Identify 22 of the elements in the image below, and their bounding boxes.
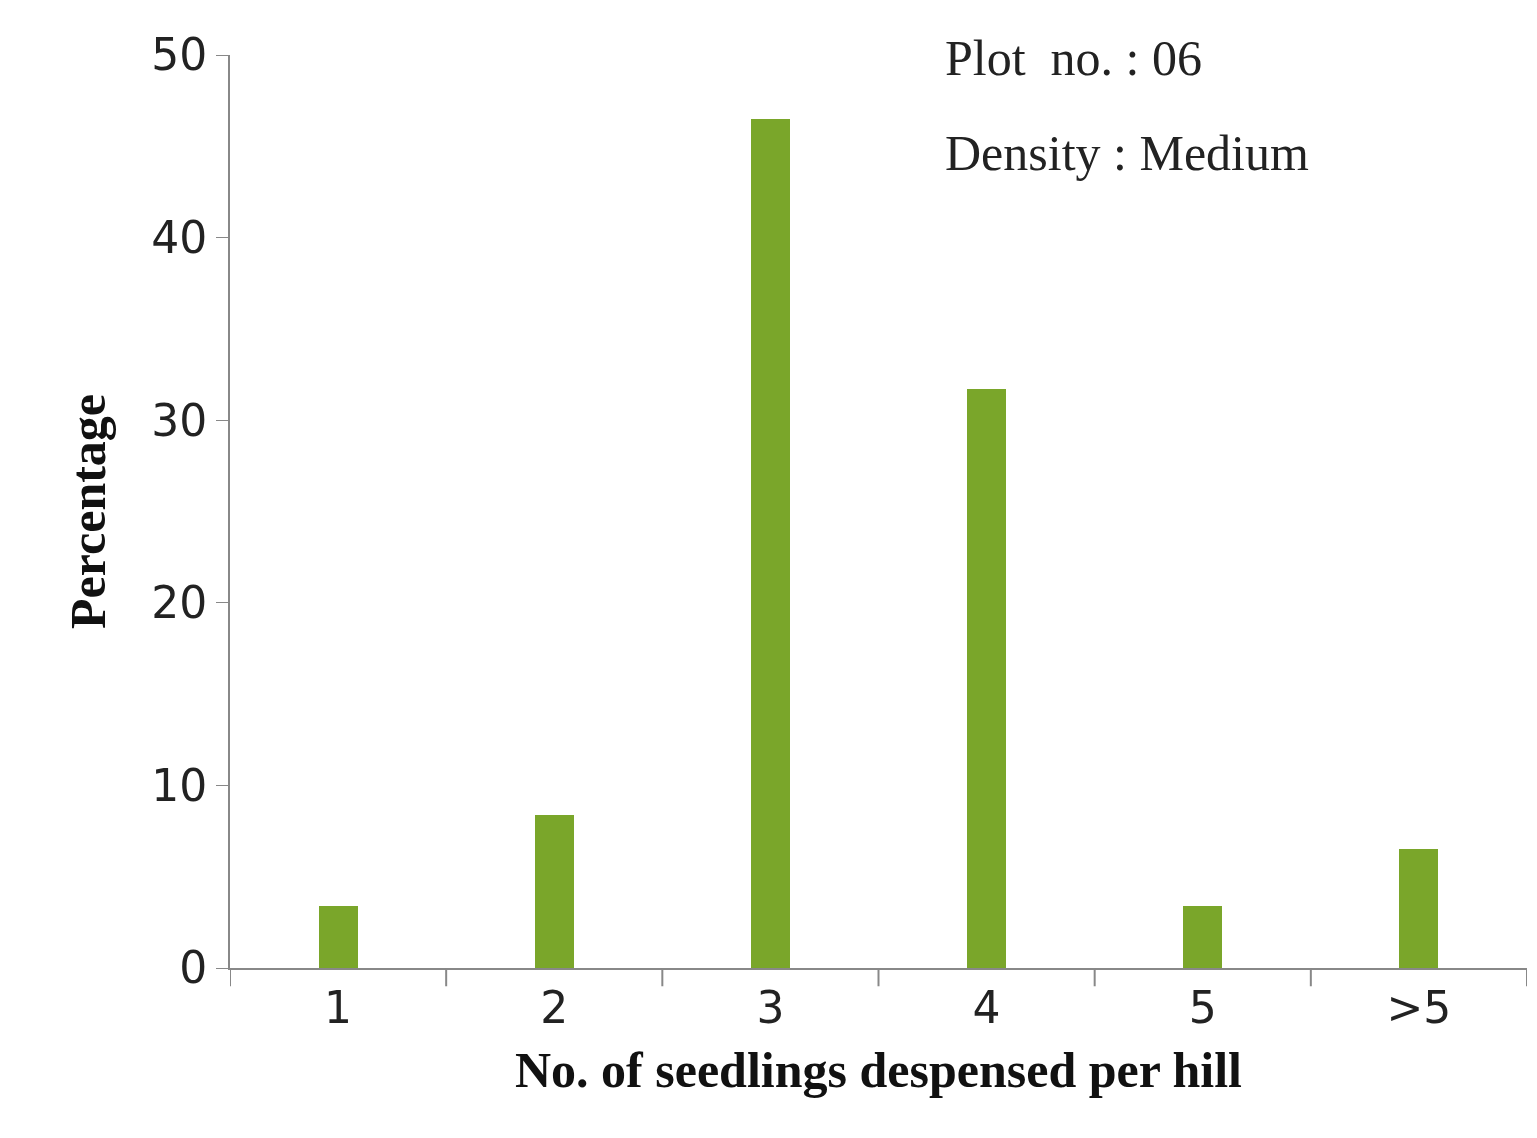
bar <box>535 815 574 968</box>
bar <box>967 389 1006 968</box>
y-axis-title: Percentage <box>59 393 116 630</box>
x-axis-title: No. of seedlings despensed per hill <box>515 1041 1243 1098</box>
y-tick-label: 50 <box>151 29 208 81</box>
bar <box>1399 849 1438 968</box>
y-tick-label: 30 <box>151 394 208 446</box>
annotation: Density : Medium <box>945 125 1309 181</box>
y-tick-label: 10 <box>151 759 208 811</box>
y-tick-label: 20 <box>151 577 208 629</box>
x-tick-label: 5 <box>1188 981 1217 1033</box>
bar <box>319 906 358 968</box>
annotation: Plot no. : 06 <box>945 30 1202 86</box>
x-tick-label: 4 <box>972 981 1001 1033</box>
y-tick-label: 0 <box>179 942 208 994</box>
bar <box>1183 906 1222 968</box>
y-tick-label: 40 <box>151 212 208 263</box>
x-tick-label: >5 <box>1386 981 1452 1033</box>
x-tick-label: 3 <box>756 981 785 1033</box>
x-tick-label: 1 <box>324 981 353 1033</box>
bar <box>751 119 790 968</box>
x-tick-label: 2 <box>540 981 569 1033</box>
